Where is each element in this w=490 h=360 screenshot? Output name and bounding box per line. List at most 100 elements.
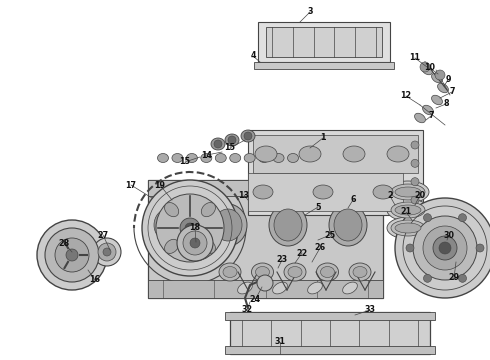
Ellipse shape [373, 185, 393, 199]
Ellipse shape [353, 266, 367, 278]
Ellipse shape [317, 263, 339, 281]
Text: 31: 31 [274, 338, 286, 346]
Ellipse shape [201, 203, 216, 217]
Circle shape [142, 180, 238, 276]
Circle shape [93, 238, 121, 266]
Ellipse shape [241, 130, 255, 142]
Bar [266, 27, 382, 57]
Ellipse shape [387, 181, 429, 203]
Circle shape [459, 214, 466, 222]
Text: 4: 4 [250, 51, 256, 60]
Ellipse shape [259, 153, 270, 162]
Text: 24: 24 [249, 296, 261, 305]
Ellipse shape [253, 185, 273, 199]
Text: 1: 1 [320, 134, 326, 143]
Ellipse shape [255, 146, 277, 162]
Text: 21: 21 [400, 207, 412, 216]
Ellipse shape [154, 209, 182, 241]
Text: 10: 10 [424, 63, 436, 72]
Ellipse shape [172, 153, 183, 162]
Bar [225, 312, 435, 320]
Text: 32: 32 [242, 306, 252, 315]
Text: 16: 16 [90, 275, 100, 284]
Text: 29: 29 [448, 274, 460, 283]
Ellipse shape [313, 185, 333, 199]
Ellipse shape [157, 153, 169, 162]
Ellipse shape [274, 209, 302, 241]
Circle shape [395, 198, 490, 298]
Circle shape [190, 238, 200, 248]
Text: 28: 28 [58, 238, 70, 248]
Ellipse shape [432, 95, 442, 105]
Ellipse shape [225, 134, 239, 146]
Ellipse shape [219, 263, 241, 281]
Ellipse shape [349, 263, 371, 281]
Ellipse shape [273, 153, 284, 162]
Circle shape [411, 178, 419, 186]
Circle shape [37, 220, 107, 290]
Text: 33: 33 [365, 306, 375, 315]
Bar [225, 346, 435, 354]
Ellipse shape [215, 153, 226, 162]
Circle shape [45, 228, 99, 282]
Circle shape [459, 274, 466, 282]
Ellipse shape [186, 153, 197, 162]
Text: 9: 9 [445, 76, 451, 85]
Ellipse shape [391, 220, 425, 236]
Ellipse shape [244, 153, 255, 162]
Bar [148, 180, 383, 196]
Text: 5: 5 [315, 202, 321, 211]
Ellipse shape [269, 204, 307, 246]
Ellipse shape [432, 73, 442, 83]
Ellipse shape [438, 83, 448, 93]
Text: 8: 8 [443, 99, 449, 108]
Ellipse shape [255, 266, 270, 278]
Ellipse shape [149, 204, 187, 246]
Ellipse shape [329, 204, 367, 246]
Ellipse shape [395, 223, 421, 233]
Ellipse shape [391, 202, 425, 218]
Ellipse shape [422, 105, 434, 115]
Bar [148, 280, 383, 298]
Text: 17: 17 [125, 180, 137, 189]
Circle shape [406, 244, 414, 252]
Bar [258, 22, 390, 62]
Ellipse shape [223, 266, 237, 278]
Ellipse shape [214, 209, 242, 241]
Text: 20: 20 [415, 190, 425, 199]
Bar [253, 135, 418, 173]
Ellipse shape [288, 266, 302, 278]
Circle shape [214, 140, 222, 148]
Text: 7: 7 [449, 87, 455, 96]
Ellipse shape [387, 217, 429, 239]
Text: 6: 6 [350, 195, 356, 204]
Circle shape [423, 226, 467, 270]
Text: 14: 14 [201, 150, 213, 159]
Text: 3: 3 [307, 8, 313, 17]
Text: 19: 19 [154, 180, 166, 189]
Text: 22: 22 [296, 248, 308, 257]
Circle shape [435, 70, 445, 80]
Circle shape [66, 249, 78, 261]
Ellipse shape [165, 239, 179, 253]
Ellipse shape [230, 153, 241, 162]
Circle shape [413, 216, 477, 280]
Circle shape [183, 231, 207, 255]
Bar [254, 62, 394, 69]
Bar [230, 312, 430, 354]
Bar [248, 173, 403, 211]
Text: 7: 7 [428, 112, 434, 121]
Ellipse shape [415, 113, 425, 123]
Circle shape [476, 244, 484, 252]
Ellipse shape [209, 204, 247, 246]
Circle shape [423, 214, 432, 222]
Circle shape [411, 196, 419, 204]
Ellipse shape [395, 205, 421, 215]
Text: 27: 27 [98, 230, 109, 239]
Text: 30: 30 [443, 230, 455, 239]
Circle shape [423, 274, 432, 282]
Ellipse shape [395, 187, 421, 197]
Circle shape [55, 238, 89, 272]
Ellipse shape [343, 146, 365, 162]
Ellipse shape [201, 239, 216, 253]
